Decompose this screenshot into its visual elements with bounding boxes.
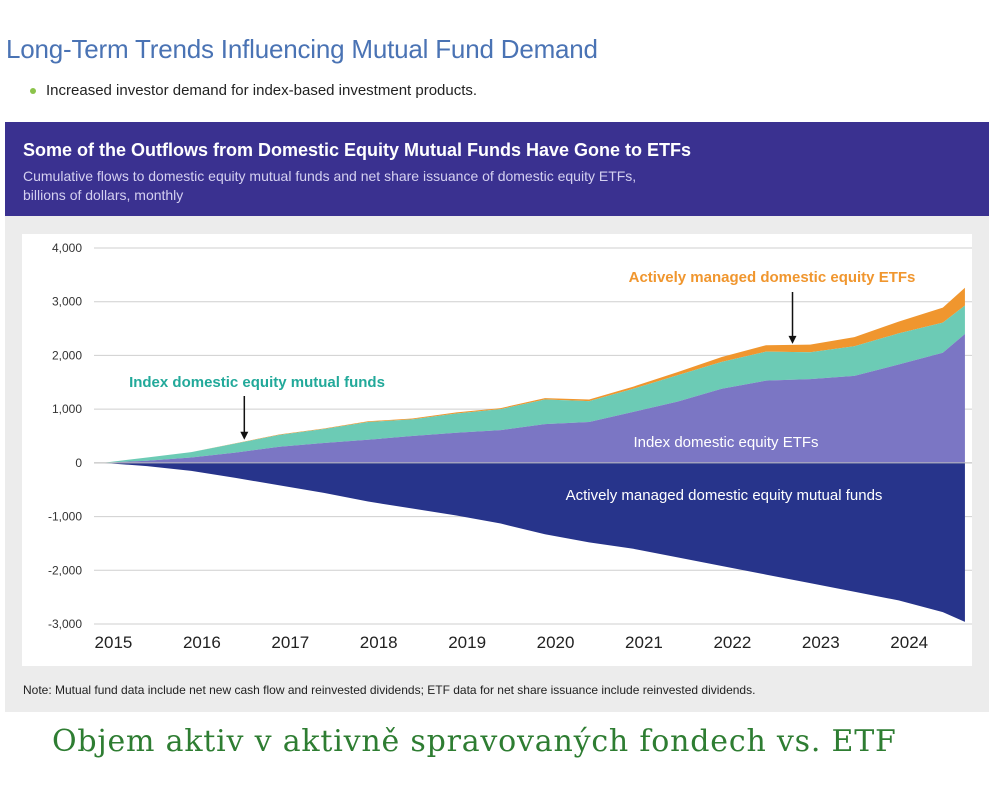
- chart-subtitle: Cumulative flows to domestic equity mutu…: [23, 167, 823, 205]
- x-tick-label: 2015: [95, 633, 133, 652]
- chart-panel: Some of the Outflows from Domestic Equit…: [5, 122, 989, 712]
- y-tick-label: -3,000: [48, 617, 82, 631]
- y-tick-label: -2,000: [48, 563, 82, 577]
- chart-note: Note: Mutual fund data include net new c…: [23, 683, 756, 697]
- y-tick-label: 0: [75, 456, 82, 470]
- x-tick-label: 2017: [271, 633, 309, 652]
- label-index-mutual-funds: Index domestic equity mutual funds: [129, 374, 385, 391]
- bullet-dot-icon: [30, 87, 36, 94]
- chart-subtitle-line2: billions of dollars, monthly: [23, 187, 184, 203]
- y-tick-label: 3,000: [52, 295, 82, 309]
- x-tick-label: 2016: [183, 633, 221, 652]
- bullet-text: Increased investor demand for index-base…: [46, 82, 478, 99]
- x-tick-label: 2022: [713, 633, 751, 652]
- area-index-etfs: [102, 333, 965, 463]
- label-index-etfs: Index domestic equity ETFs: [633, 434, 818, 451]
- bullet-point: Increased investor demand for index-base…: [30, 82, 477, 99]
- x-tick-label: 2023: [802, 633, 840, 652]
- x-tick-label: 2021: [625, 633, 663, 652]
- area-chart: 4,000 3,000 2,000 1,000 0 -1,000 -2,000 -3,000 2…: [48, 241, 972, 652]
- label-active-etfs: Actively managed domestic equity ETFs: [629, 269, 916, 286]
- x-tick-label: 2020: [537, 633, 575, 652]
- x-tick-label: 2019: [448, 633, 486, 652]
- arrow-active-etfs-head: [788, 335, 797, 344]
- plot-card: 4,000 3,000 2,000 1,000 0 -1,000 -2,000 -3,000 2…: [22, 234, 972, 666]
- chart-subtitle-line1: Cumulative flows to domestic equity mutu…: [23, 168, 637, 184]
- y-tick-label: -1,000: [48, 510, 82, 524]
- y-tick-label: 1,000: [52, 402, 82, 416]
- y-tick-label: 4,000: [52, 241, 82, 255]
- label-active-mutual-funds: Actively managed domestic equity mutual …: [566, 487, 883, 504]
- page-title: Long-Term Trends Influencing Mutual Fund…: [6, 34, 598, 64]
- chart-header: Some of the Outflows from Domestic Equit…: [5, 122, 989, 216]
- chart-title: Some of the Outflows from Domestic Equit…: [23, 140, 692, 160]
- arrow-index-mutual-funds-head: [240, 431, 249, 440]
- x-tick-label: 2018: [360, 633, 398, 652]
- x-tick-label: 2024: [890, 633, 928, 652]
- y-tick-label: 2,000: [52, 348, 82, 362]
- area-active-mutual-funds: [102, 462, 965, 622]
- caption: Objem aktiv v aktivně spravovaných fonde…: [52, 724, 897, 759]
